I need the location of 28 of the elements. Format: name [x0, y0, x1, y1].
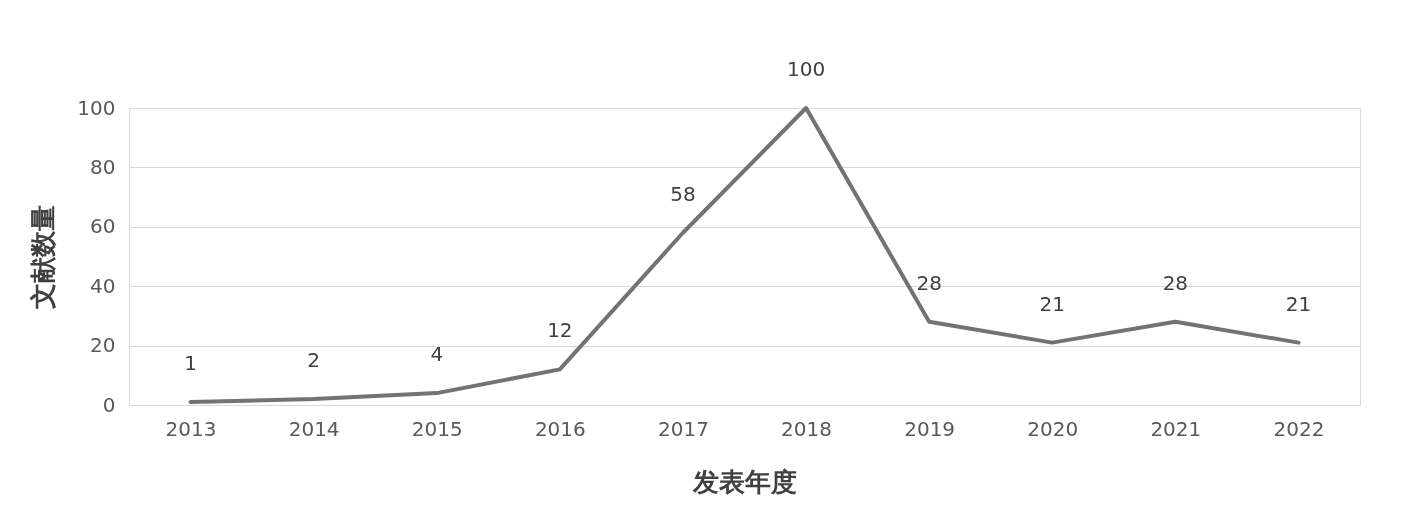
x-tick-label: 2020 — [1027, 416, 1079, 441]
data-label: 2 — [307, 348, 321, 373]
y-axis-title: 文献数量 — [28, 205, 59, 309]
data-label: 12 — [547, 318, 573, 343]
data-label: 28 — [1162, 270, 1189, 295]
y-tick-label: 80 — [90, 154, 116, 179]
x-tick-label: 2022 — [1273, 416, 1325, 441]
y-tick-label: 100 — [77, 95, 116, 120]
x-tick-label: 2019 — [904, 416, 956, 441]
y-tick-label: 60 — [90, 214, 116, 239]
x-tick-label: 2013 — [165, 416, 217, 441]
y-tick-label: 0 — [102, 392, 116, 417]
x-axis-title: 发表年度 — [692, 466, 797, 497]
x-tick-label: 2018 — [781, 416, 832, 441]
x-tick-label: 2021 — [1150, 416, 1202, 441]
data-label: 58 — [670, 181, 696, 206]
y-tick-label: 20 — [90, 333, 116, 358]
x-tick-label: 2015 — [411, 416, 463, 441]
data-label: 1 — [184, 351, 197, 376]
data-label: 4 — [430, 342, 444, 367]
y-tick-label: 40 — [90, 273, 116, 298]
data-label: 28 — [916, 270, 942, 295]
x-tick-label: 2017 — [658, 416, 709, 441]
x-tick-label: 2016 — [534, 416, 586, 441]
x-tick-label: 2014 — [288, 416, 340, 441]
data-label: 21 — [1039, 291, 1065, 316]
data-label: 100 — [786, 57, 826, 81]
data-label: 21 — [1285, 291, 1312, 316]
